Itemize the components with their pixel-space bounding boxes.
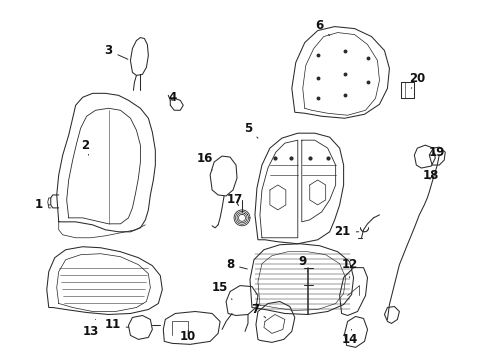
Text: 9: 9 bbox=[298, 255, 307, 272]
Text: 1: 1 bbox=[35, 198, 50, 211]
Text: 18: 18 bbox=[422, 168, 439, 181]
Text: 6: 6 bbox=[315, 19, 329, 36]
Text: 5: 5 bbox=[244, 122, 258, 138]
Text: 20: 20 bbox=[408, 72, 425, 88]
Text: 13: 13 bbox=[82, 319, 99, 338]
Text: 17: 17 bbox=[226, 193, 243, 206]
Text: 12: 12 bbox=[341, 258, 357, 278]
Text: 14: 14 bbox=[341, 329, 357, 346]
Text: 21: 21 bbox=[334, 225, 358, 238]
Text: 4: 4 bbox=[168, 91, 176, 104]
Text: 15: 15 bbox=[211, 281, 232, 300]
Text: 19: 19 bbox=[428, 145, 445, 159]
Text: 11: 11 bbox=[104, 318, 128, 331]
Text: 7: 7 bbox=[250, 303, 265, 318]
Text: 16: 16 bbox=[197, 152, 213, 170]
Text: 10: 10 bbox=[180, 330, 196, 343]
Text: 8: 8 bbox=[225, 258, 247, 271]
Text: 2: 2 bbox=[81, 139, 89, 155]
Text: 3: 3 bbox=[104, 44, 128, 59]
